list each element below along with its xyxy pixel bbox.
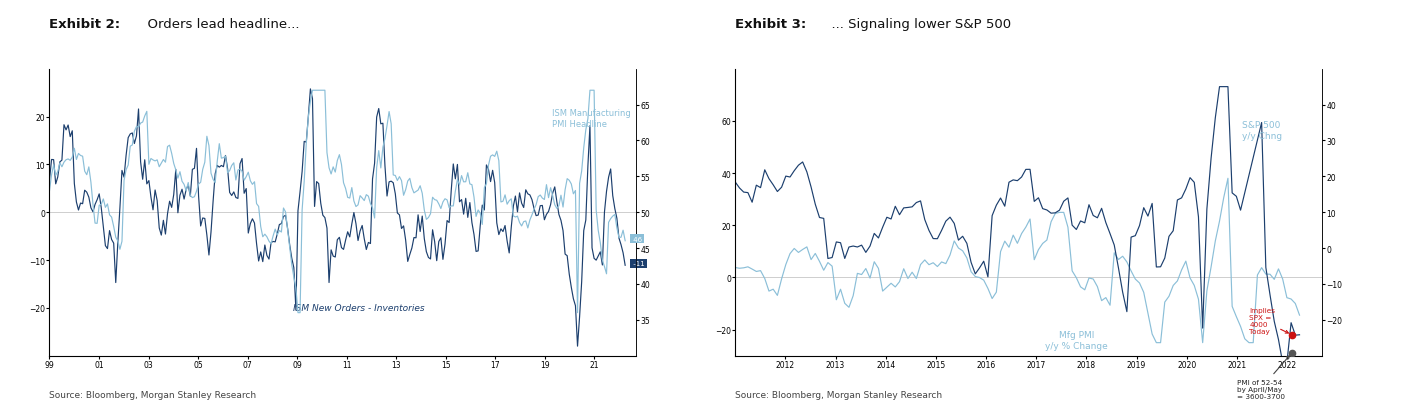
Text: ... Signaling lower S&P 500: ... Signaling lower S&P 500 xyxy=(823,18,1011,31)
Text: Orders lead headline...: Orders lead headline... xyxy=(139,18,300,31)
Text: 46: 46 xyxy=(631,236,642,242)
Text: Source: Bloomberg, Morgan Stanley Research: Source: Bloomberg, Morgan Stanley Resear… xyxy=(49,390,256,399)
Text: ISM Manufacturing
PMI Headline: ISM Manufacturing PMI Headline xyxy=(551,109,631,129)
Text: PMI of 52-54
by April/May
= 3600-3700: PMI of 52-54 by April/May = 3600-3700 xyxy=(1237,356,1290,399)
Text: Mfg PMI
y/y % Change: Mfg PMI y/y % Change xyxy=(1045,330,1107,350)
Text: Exhibit 3:: Exhibit 3: xyxy=(735,18,806,31)
Text: -11: -11 xyxy=(631,261,645,267)
Text: Exhibit 2:: Exhibit 2: xyxy=(49,18,120,31)
Text: Source: Bloomberg, Morgan Stanley Research: Source: Bloomberg, Morgan Stanley Resear… xyxy=(735,390,942,399)
Text: Implies
SPX =
4000
Today: Implies SPX = 4000 Today xyxy=(1250,307,1288,334)
Text: ISM New Orders - Inventories: ISM New Orders - Inventories xyxy=(293,303,424,312)
Text: S&P 500
y/y Chng: S&P 500 y/y Chng xyxy=(1241,120,1282,140)
